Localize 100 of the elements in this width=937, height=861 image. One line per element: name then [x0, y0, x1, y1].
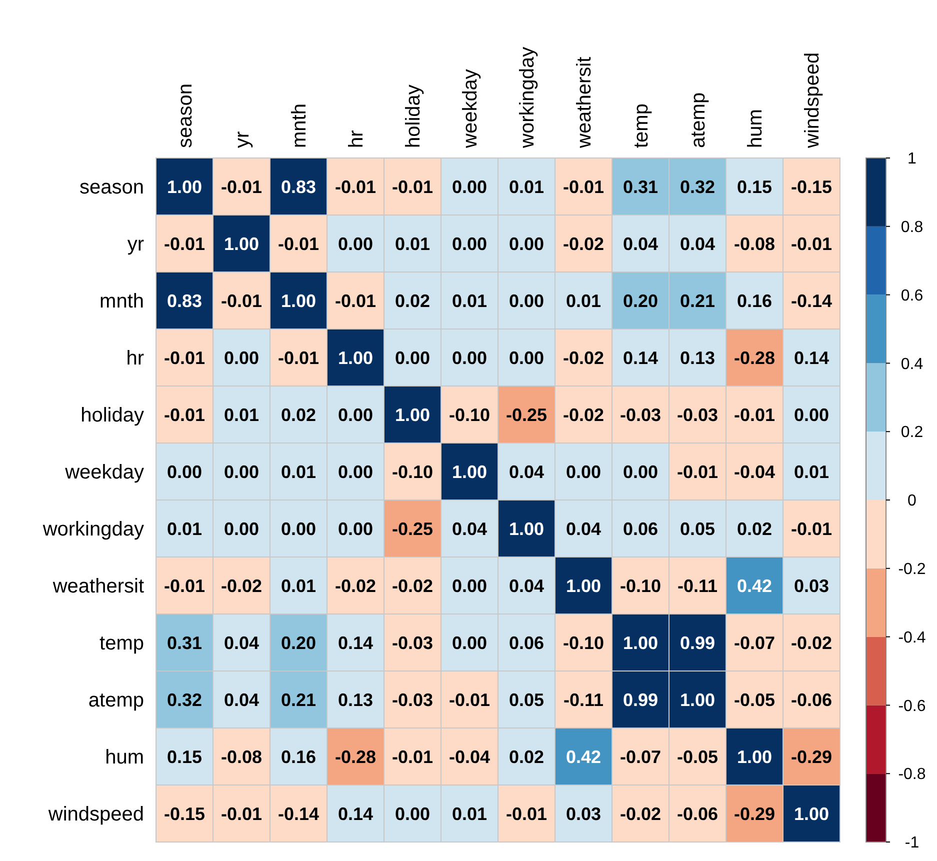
- color-bar-label: -0.4: [898, 629, 926, 646]
- x-tick-label: mnth: [288, 104, 310, 148]
- data-label: -0.04: [448, 746, 490, 767]
- data-label: 0.00: [338, 404, 374, 425]
- data-label: -0.06: [790, 690, 832, 710]
- data-label: 0.01: [566, 290, 602, 311]
- y-tick-label: atemp: [88, 690, 144, 712]
- data-label: -0.10: [620, 576, 662, 596]
- data-label: -0.02: [220, 576, 262, 596]
- data-label: -0.10: [392, 462, 434, 482]
- data-label: 0.04: [508, 576, 544, 596]
- data-label: -0.15: [164, 804, 206, 824]
- data-label: -0.03: [392, 632, 434, 653]
- data-label: 0.00: [508, 234, 544, 254]
- data-label: -0.02: [392, 576, 434, 596]
- data-label: 0.99: [622, 690, 658, 710]
- data-label: 1.00: [338, 348, 374, 368]
- data-label: 0.01: [452, 290, 488, 311]
- data-label: 0.00: [394, 804, 430, 824]
- data-label: -0.01: [676, 462, 718, 482]
- data-label: 0.04: [566, 518, 602, 539]
- data-label: -0.01: [164, 404, 206, 425]
- data-label: -0.08: [734, 234, 776, 254]
- data-label: 0.15: [166, 746, 202, 767]
- data-label: -0.25: [392, 518, 434, 539]
- data-label: -0.07: [734, 632, 776, 653]
- data-label: 0.03: [566, 804, 602, 824]
- data-label: 1.00: [566, 576, 602, 596]
- data-label: 0.01: [224, 404, 260, 425]
- data-label: -0.10: [448, 404, 490, 425]
- data-label: -0.02: [562, 234, 604, 254]
- data-label: -0.14: [790, 290, 832, 311]
- data-label: 0.05: [680, 518, 716, 539]
- color-bar-label: 0: [908, 492, 917, 510]
- data-label: 1.00: [280, 290, 316, 311]
- data-label: -0.07: [620, 746, 662, 767]
- data-label: -0.04: [734, 462, 776, 482]
- data-label: 0.01: [166, 518, 202, 539]
- data-label: 0.04: [622, 234, 658, 254]
- data-label: 1.00: [394, 404, 430, 425]
- data-label: 0.02: [280, 404, 316, 425]
- x-tick-label: weathersit: [574, 56, 596, 149]
- data-label: 1.00: [680, 690, 716, 710]
- data-label: -0.01: [164, 348, 206, 368]
- data-label: 0.00: [394, 348, 430, 368]
- data-label: -0.29: [790, 746, 832, 767]
- color-bar-label: -0.6: [898, 698, 926, 715]
- x-tick-label: hr: [346, 130, 368, 148]
- data-label: 1.00: [794, 804, 830, 824]
- data-label: 0.01: [794, 462, 830, 482]
- y-tick-label: windspeed: [47, 804, 144, 826]
- color-bar-label: 0.6: [900, 287, 924, 304]
- data-label: -0.01: [164, 234, 206, 254]
- data-label: -0.28: [334, 746, 376, 767]
- data-label: -0.08: [220, 746, 262, 767]
- data-label: 0.04: [680, 234, 716, 254]
- data-label: 0.01: [508, 176, 544, 197]
- data-label: 0.21: [280, 690, 316, 710]
- data-label: 0.04: [508, 462, 544, 482]
- data-label: 0.00: [338, 462, 374, 482]
- data-label: -0.01: [392, 746, 434, 767]
- data-label: 0.03: [794, 576, 830, 596]
- y-tick-label: holiday: [80, 404, 144, 426]
- y-tick-label: weekday: [64, 462, 144, 484]
- color-bar-label: 0.2: [900, 424, 924, 442]
- data-label: 0.02: [394, 290, 430, 311]
- data-label: 0.20: [280, 632, 316, 653]
- data-label: -0.03: [620, 404, 662, 425]
- data-label: -0.01: [790, 518, 832, 539]
- data-label: 0.00: [452, 348, 488, 368]
- data-label: 0.00: [224, 462, 260, 482]
- data-label: 0.31: [622, 176, 658, 197]
- data-label: -0.02: [790, 632, 832, 653]
- y-tick-label: hum: [105, 746, 144, 768]
- data-label: 0.42: [736, 576, 772, 596]
- data-label: 0.06: [622, 518, 658, 539]
- data-label: -0.01: [334, 290, 376, 311]
- data-label: -0.11: [563, 690, 604, 710]
- data-label: 0.00: [622, 462, 658, 482]
- y-tick-label: season: [80, 176, 144, 198]
- data-label: 0.00: [452, 234, 488, 254]
- y-tick-label: temp: [100, 632, 144, 654]
- data-label: -0.02: [334, 576, 376, 596]
- data-label: -0.02: [620, 804, 662, 824]
- data-label: 0.00: [338, 234, 374, 254]
- x-tick-label: atemp: [688, 92, 710, 148]
- data-label: 0.00: [280, 518, 316, 539]
- x-tick-label: workingday: [516, 46, 538, 149]
- color-bar-label: -0.8: [898, 766, 926, 784]
- data-label: 1.00: [166, 176, 202, 197]
- data-label: 0.16: [280, 746, 316, 767]
- data-label: -0.06: [676, 804, 718, 824]
- y-tick-label: workingday: [42, 518, 144, 540]
- data-label: 0.00: [224, 518, 260, 539]
- data-label: 0.00: [794, 404, 830, 425]
- data-label: 1.00: [622, 632, 658, 653]
- data-label: 0.21: [680, 290, 716, 311]
- data-label: 0.00: [508, 348, 544, 368]
- data-label: -0.01: [164, 576, 206, 596]
- data-label: -0.02: [562, 404, 604, 425]
